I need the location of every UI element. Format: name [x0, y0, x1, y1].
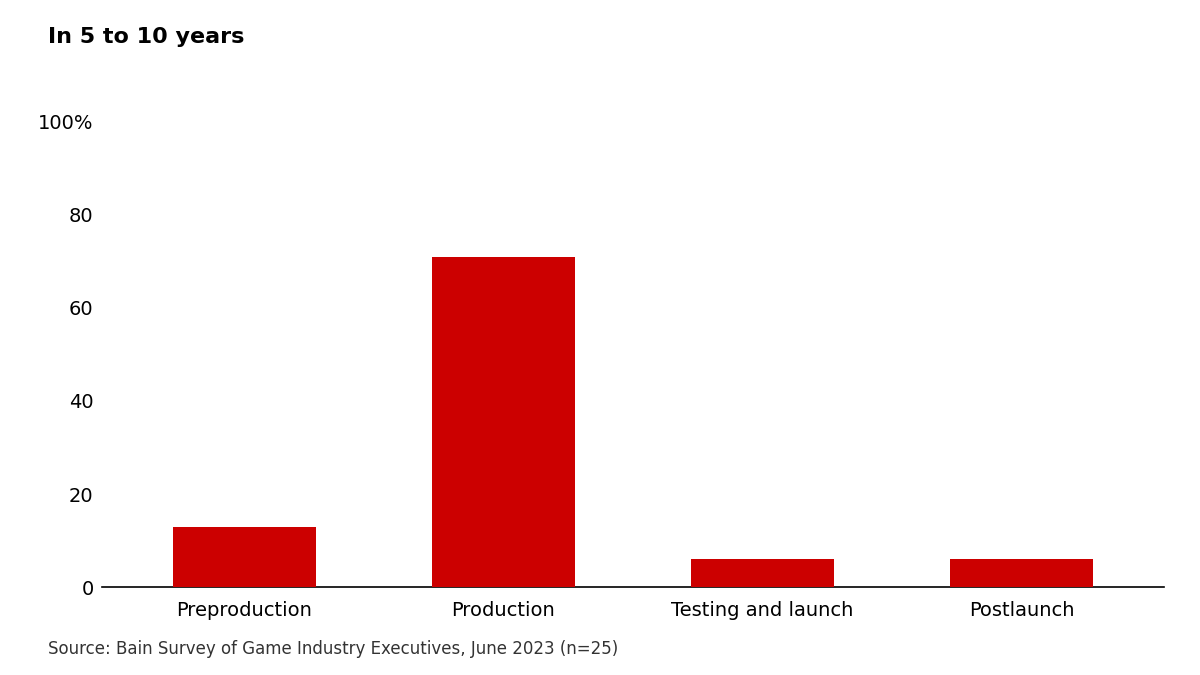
- Text: Source: Bain Survey of Game Industry Executives, June 2023 (n=25): Source: Bain Survey of Game Industry Exe…: [48, 640, 618, 658]
- Bar: [432, 256, 575, 587]
- Bar: [691, 560, 834, 587]
- Bar: [173, 526, 316, 587]
- Bar: [950, 560, 1093, 587]
- Text: In 5 to 10 years: In 5 to 10 years: [48, 27, 245, 47]
